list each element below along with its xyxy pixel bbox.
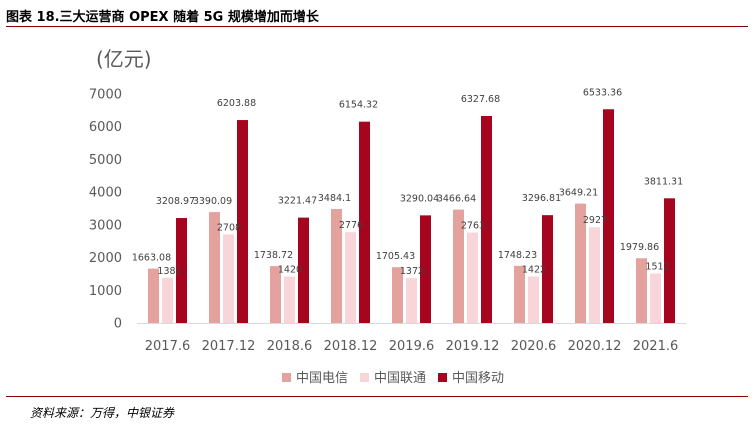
bar-mobile [420,215,431,323]
bar-mobile [603,109,614,323]
bar-unicom [467,232,478,323]
data-label: 1381 [157,266,181,277]
data-label: 2708. [217,222,244,233]
data-label: 6327.68 [461,94,500,105]
bar-mobile [481,115,492,323]
data-label: 2927. [583,215,610,226]
bar-unicom [345,232,356,323]
bar-mobile [664,198,675,323]
bar-chart: (亿元) 0 1000 2000 3000 4000 5000 6000 7000 2017.6 2… [89,47,686,386]
bar-telecom [148,268,159,323]
data-label: 1663.08 [132,253,171,264]
bar-telecom [575,203,586,323]
x-tick-label: 2018.12 [324,339,378,354]
legend-swatch [438,373,447,382]
bar-telecom [209,212,220,323]
bar-unicom [223,234,234,323]
bar-unicom [650,273,661,323]
legend-label: 中国电信 [296,371,348,386]
data-label: 1372. [400,266,427,277]
data-label: 6533.36 [583,87,622,98]
y-tick-label: 3000 [89,218,122,233]
bar-mobile [359,121,370,323]
legend-label: 中国联通 [374,371,426,386]
data-label: 3221.47 [278,196,317,207]
x-tick-label: 2019.12 [446,339,500,354]
bar-telecom [636,258,647,323]
data-label: 2763. [461,221,488,232]
x-tick-label: 2021.6 [633,339,679,354]
x-tick-label: 2017.12 [202,339,256,354]
bar-mobile [237,120,248,323]
chart-title: 图表 18.三大运营商 OPEX 随着 5G 规模增加而增长 [6,10,319,25]
legend-swatch [360,373,369,382]
data-label: 6203.88 [217,98,256,109]
bar-mobile [176,218,187,323]
data-label: 1512 [645,262,669,273]
bar-unicom [284,276,295,323]
x-tick-label: 2020.6 [511,339,557,354]
x-tick-label: 2017.6 [145,339,191,354]
unit-label: (亿元) [96,47,152,71]
bar-telecom [453,209,464,323]
y-tick-label: 2000 [89,251,122,266]
data-label: 3811.31 [644,176,683,187]
bar-unicom [406,278,417,323]
data-label: 1979.86 [620,242,659,253]
bar-telecom [514,265,525,323]
bar-telecom [392,267,403,323]
source-note: 资料来源：万得，中银证券 [30,406,175,420]
data-label: 3390.09 [193,196,232,207]
x-tick-label: 2019.6 [389,339,435,354]
x-tick-label: 2020.12 [568,339,622,354]
data-label: 1738.72 [254,250,293,261]
y-tick-label: 4000 [89,186,122,201]
footer-divider [6,396,748,397]
y-tick-label: 6000 [89,120,122,135]
data-label: 1422. [522,264,549,275]
data-label: 3208.97 [156,196,195,207]
y-tick-label: 1000 [89,284,122,299]
bar-unicom [528,276,539,323]
bar-mobile [542,215,553,323]
bar-mobile [298,217,309,323]
legend-swatch [282,373,291,382]
y-tick-label: 7000 [89,88,122,103]
data-label: 3484.1 [318,193,351,204]
y-tick-label: 0 [114,317,122,332]
y-tick-label: 5000 [89,153,122,168]
data-label: 3296.81 [522,193,561,204]
data-label: 6154.32 [339,100,378,111]
bar-telecom [270,266,281,323]
bar-telecom [331,209,342,323]
legend-label: 中国移动 [452,371,504,386]
bar-unicom [162,277,173,323]
data-label: 2776. [339,220,366,231]
data-label: 1748.23 [498,250,537,261]
data-label: 3466.64 [437,194,476,205]
data-label: 1705.43 [376,251,415,262]
data-label: 3290.04 [400,193,439,204]
data-label: 3649.21 [559,188,598,199]
x-tick-label: 2018.6 [267,339,313,354]
data-label: 1420. [278,265,305,276]
title-bar: 图表 18.三大运营商 OPEX 随着 5G 规模增加而增长 [6,4,748,27]
bar-unicom [589,227,600,323]
